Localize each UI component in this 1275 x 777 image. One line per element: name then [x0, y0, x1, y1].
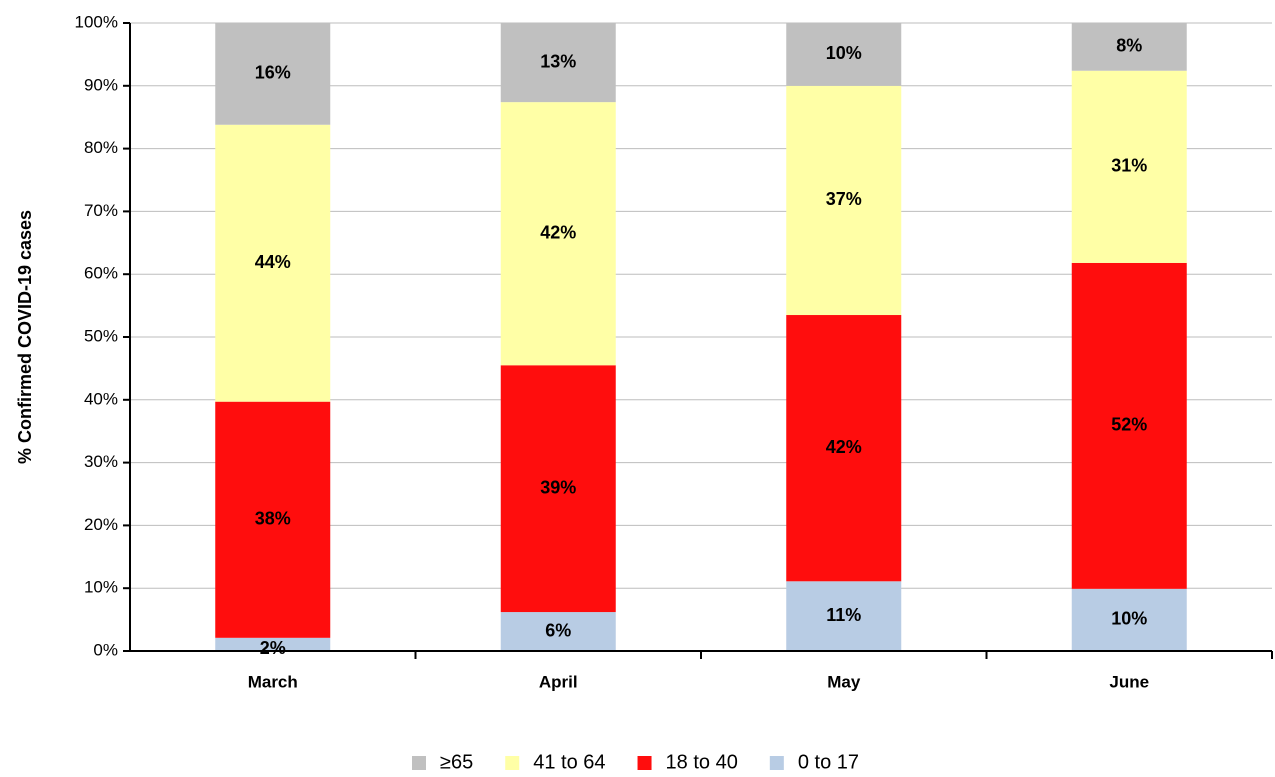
value-label: 11%	[826, 605, 861, 625]
y-tick-label: 20%	[84, 515, 118, 534]
legend-label: 41 to 64	[533, 751, 605, 773]
bar-segment	[215, 23, 331, 125]
value-label: 2%	[260, 638, 286, 658]
y-tick-label: 80%	[84, 138, 118, 157]
value-label: 39%	[540, 477, 576, 497]
bar-segment	[500, 612, 616, 651]
value-label: 52%	[1111, 415, 1147, 435]
y-tick-label: 50%	[84, 326, 118, 345]
bar-segment	[215, 637, 331, 651]
bar-segment	[500, 102, 616, 366]
bar-segment	[786, 581, 902, 651]
value-label: 16%	[255, 63, 291, 83]
bar-segment	[500, 23, 616, 103]
legend-swatch	[769, 756, 784, 770]
x-tick-label: June	[1109, 672, 1149, 691]
value-label: 6%	[545, 620, 571, 640]
y-tick-label: 60%	[84, 264, 118, 283]
y-tick-label: 10%	[84, 578, 118, 597]
value-label: 44%	[255, 252, 291, 272]
y-tick-label: 40%	[84, 389, 118, 408]
bar-segment	[786, 315, 902, 582]
value-label: 38%	[255, 508, 291, 528]
value-label: 42%	[826, 437, 862, 457]
y-tick-label: 90%	[84, 75, 118, 94]
y-tick-label: 70%	[84, 201, 118, 220]
bar-segment	[1071, 23, 1187, 71]
x-tick-label: March	[248, 672, 298, 691]
x-tick-label: April	[539, 672, 578, 691]
legend-swatch	[637, 756, 652, 770]
bar-segment	[500, 365, 616, 613]
y-tick-label: 0%	[93, 640, 118, 659]
legend-swatch	[412, 756, 426, 770]
value-label: 8%	[1116, 36, 1142, 56]
value-label: 10%	[1111, 609, 1147, 629]
legend-label: 0 to 17	[798, 751, 859, 773]
value-label: 31%	[1111, 156, 1147, 176]
value-label: 37%	[826, 189, 862, 209]
y-axis-label: % Confirmed COVID-19 cases	[15, 210, 35, 464]
legend-label: 18 to 40	[666, 751, 738, 773]
y-tick-label: 100%	[75, 12, 118, 31]
bar-segment	[1071, 262, 1187, 589]
legend-swatch	[505, 756, 520, 770]
value-label: 10%	[826, 43, 862, 63]
bar-segment	[1071, 588, 1187, 651]
x-tick-label: May	[827, 672, 861, 691]
value-label: 13%	[540, 51, 576, 71]
legend-label: ≥65	[440, 751, 473, 773]
y-tick-label: 30%	[84, 452, 118, 471]
value-label: 42%	[540, 222, 576, 242]
bar-segment	[215, 124, 331, 402]
bar-segment	[215, 401, 331, 638]
bar-segment	[786, 85, 902, 316]
bar-segment	[1071, 70, 1187, 263]
bar-segment	[786, 23, 902, 86]
